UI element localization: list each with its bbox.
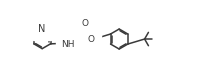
Text: N: N xyxy=(38,24,46,34)
Text: O: O xyxy=(88,34,95,43)
Text: NH: NH xyxy=(62,40,75,49)
Text: O: O xyxy=(81,19,88,28)
